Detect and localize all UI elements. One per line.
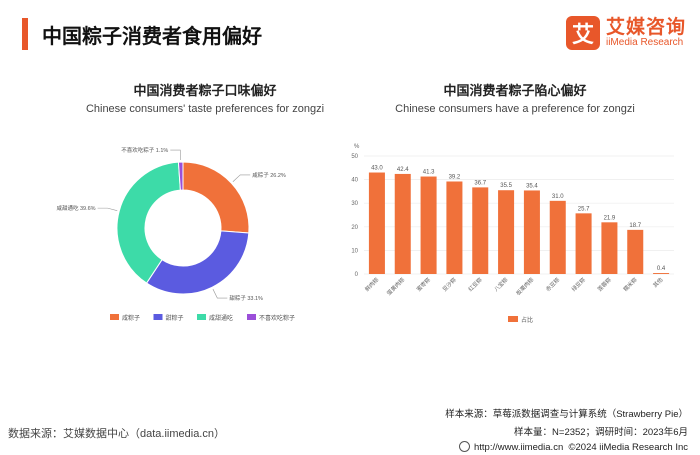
x-tick-label: 蛋黄肉粽 — [385, 275, 407, 297]
donut-slice — [116, 161, 181, 284]
sample-source: 样本来源：草莓派数据调查与计算系统（Strawberry Pie） — [445, 409, 688, 420]
donut-slice — [145, 230, 250, 295]
legend-swatch — [508, 316, 518, 322]
y-tick-label: 40 — [351, 178, 358, 184]
legend-label: 占比 — [521, 316, 533, 324]
right-chart-title: 中国消费者粽子陷心偏好 — [443, 83, 587, 98]
bar — [368, 172, 385, 274]
x-tick-label: 其他 — [651, 275, 665, 289]
x-tick-label: 莲蓉粽 — [595, 275, 613, 293]
bar — [446, 181, 463, 274]
bar — [653, 273, 670, 274]
donut-chart: 咸粽子 26.2% 甜粽子 33.1% 咸甜通吃 39.6% 不喜欢吃粽子 1.1% 咸… — [56, 146, 295, 322]
bar-data-label: 41.3 — [423, 170, 435, 176]
website-link[interactable]: http://www.iimedia.cn — [474, 442, 564, 453]
x-tick-label: 八宝粽 — [492, 275, 510, 293]
left-chart-title: 中国消费者粽子口味偏好 — [133, 83, 277, 98]
x-tick-label: 鲜肉粽 — [363, 275, 381, 293]
bar-data-label: 25.7 — [578, 206, 590, 212]
bar-data-label: 35.4 — [526, 183, 538, 189]
globe-icon — [459, 441, 470, 452]
x-tick-label: 绿豆粽 — [570, 275, 588, 293]
bar — [498, 190, 515, 274]
legend-label: 甜粽子 — [166, 314, 184, 322]
bar-chart: % 0 10 20 30 40 50 43.0 鲜肉粽 42.4 蛋黄肉粽 41.3 蜜枣粽 39.2 豆沙… — [351, 144, 674, 324]
logo-mark: 艾 — [565, 16, 600, 50]
donut-slice — [177, 161, 184, 191]
data-source-note: 数据来源：艾媒数据中心（data.iimedia.cn） — [8, 428, 225, 440]
page-title: 中国粽子消费者食用偏好 — [42, 26, 262, 48]
title-accent-bar — [22, 18, 28, 50]
y-tick-label: 20 — [351, 225, 358, 231]
x-tick-label: 蜜枣粽 — [415, 275, 433, 293]
bar — [627, 229, 644, 274]
bar-data-label: 18.7 — [629, 223, 641, 229]
bar — [549, 200, 566, 274]
bar — [601, 222, 618, 274]
slice-data-label: 甜粽子 33.1% — [229, 294, 263, 302]
slice-data-label: 咸甜通吃 39.6% — [56, 204, 95, 212]
slice-data-label: 不喜欢吃粽子 1.1% — [121, 146, 168, 154]
slice-leader-line — [232, 174, 251, 182]
y-tick-label: 50 — [351, 154, 358, 160]
legend-swatch — [153, 314, 163, 320]
bar-data-label: 31.0 — [552, 194, 564, 200]
bar — [575, 213, 592, 274]
bar-data-label: 43.0 — [371, 166, 383, 172]
bar-data-label: 0.4 — [657, 266, 666, 272]
logo-cn: 艾媒咨询 — [605, 16, 686, 38]
slice-data-label: 咸粽子 26.2% — [252, 171, 286, 179]
donut-slice — [182, 161, 250, 234]
x-tick-label: 糯米粽 — [621, 275, 639, 293]
x-tick-label: 红豆粽 — [466, 275, 484, 293]
x-tick-label: 板栗肉粽 — [514, 275, 536, 297]
right-chart-subtitle: Chinese consumers have a preference for … — [395, 103, 635, 115]
bar-data-label: 39.2 — [449, 174, 461, 180]
y-tick-label: 10 — [351, 248, 358, 254]
slice-leader-line — [170, 149, 181, 161]
bar — [420, 176, 437, 274]
bar — [523, 190, 540, 274]
legend-swatch — [110, 314, 119, 320]
slice-leader-line — [212, 288, 228, 299]
x-tick-label: 赤豆粽 — [544, 275, 562, 293]
legend-swatch — [247, 314, 256, 320]
bar — [472, 187, 489, 274]
legend-label: 咸甜通吃 — [209, 314, 233, 322]
x-tick-label: 豆沙粽 — [440, 275, 458, 293]
y-axis-unit: % — [354, 144, 360, 150]
legend-label: 咸粽子 — [122, 314, 140, 322]
copyright: ©2024 iiMedia Research Inc — [568, 442, 688, 453]
bar-data-label: 35.5 — [500, 183, 512, 189]
legend-swatch — [197, 314, 206, 320]
bar-data-label: 21.9 — [604, 215, 616, 221]
y-tick-label: 30 — [351, 201, 358, 207]
legend-label: 不喜欢吃粽子 — [259, 314, 295, 322]
bar-data-label: 42.4 — [397, 167, 409, 173]
bar — [394, 173, 411, 274]
iimedia-logo: 艾 艾媒咨询 iiMedia Research — [565, 16, 686, 50]
bar-data-label: 36.7 — [474, 180, 486, 186]
logo-en: iiMedia Research — [605, 36, 684, 48]
website-line: http://www.iimedia.cn ©2024 iiMedia Rese… — [459, 441, 688, 453]
sample-size: 样本量：N=2352；调研时间：2023年6月 — [514, 427, 688, 438]
left-chart-subtitle: Chinese consumers' taste preferences for… — [85, 103, 325, 115]
y-tick-label: 0 — [355, 272, 359, 278]
slice-leader-line — [97, 207, 118, 211]
